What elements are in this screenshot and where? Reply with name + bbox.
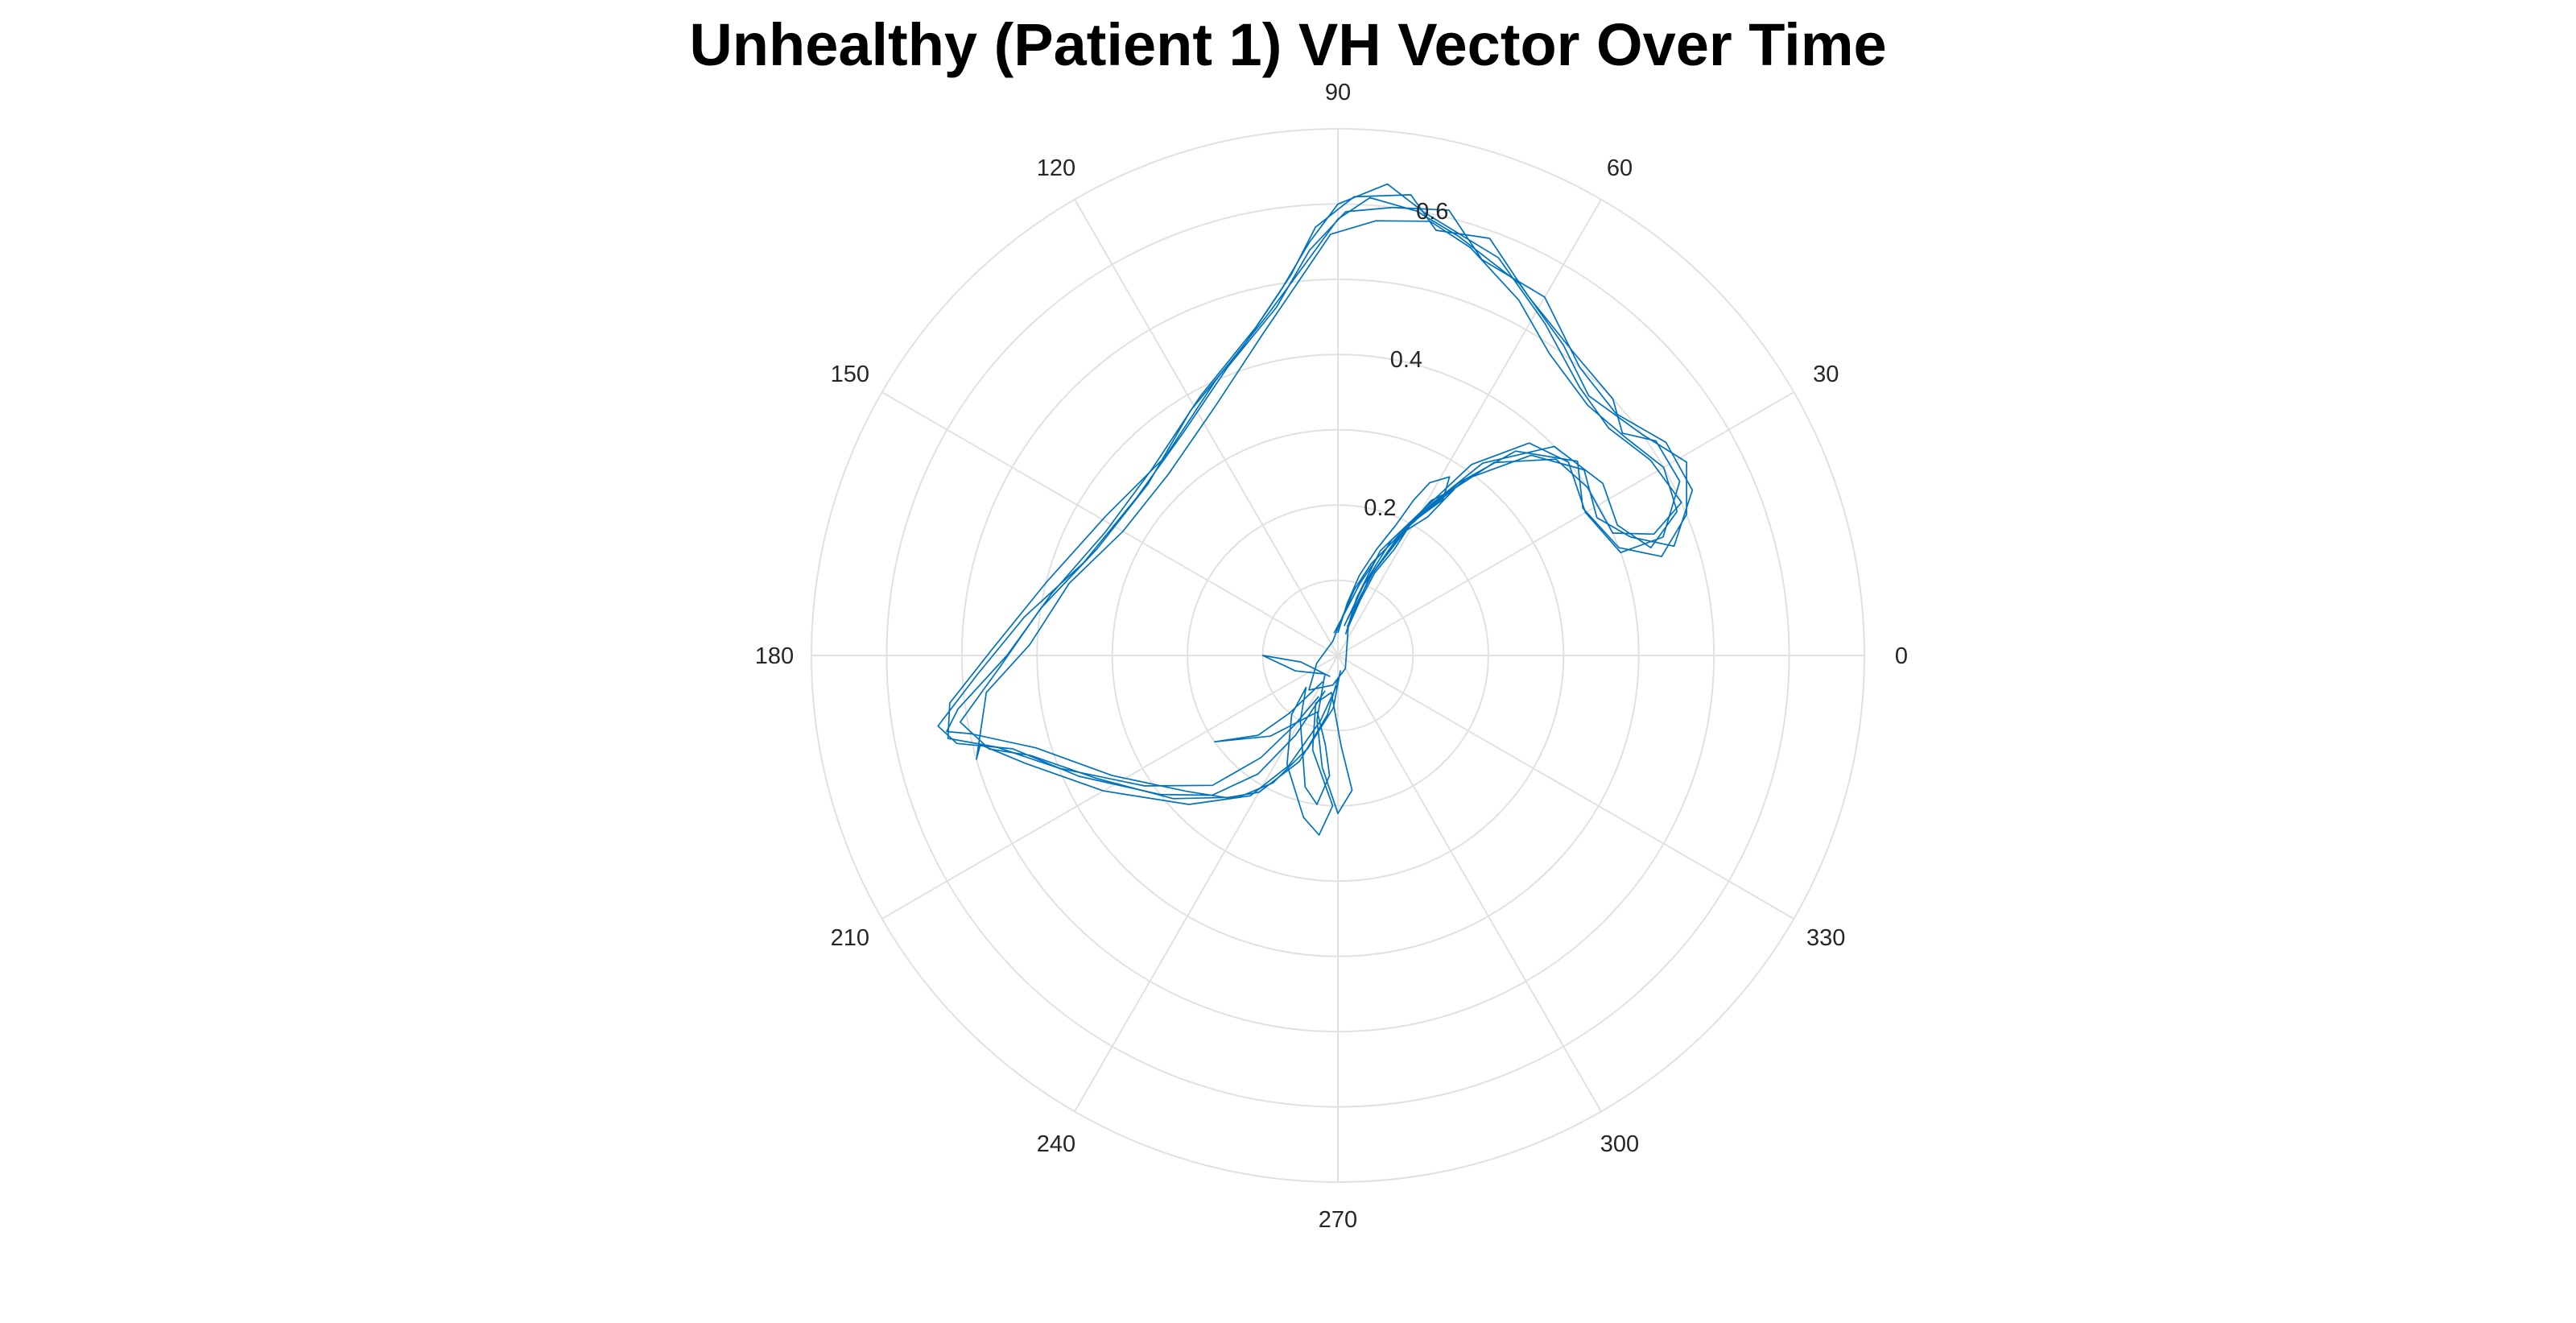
- angle-tick-label: 0: [1895, 643, 1908, 669]
- angle-tick-label: 30: [1813, 362, 1839, 387]
- trace-layer: [937, 183, 1694, 836]
- vh-vector-trace: [959, 183, 1682, 800]
- vh-vector-trace: [946, 194, 1681, 799]
- radius-tick-label: 0.2: [1364, 495, 1396, 521]
- vh-vector-trace: [1308, 476, 1455, 691]
- angular-grid-line: [1337, 655, 1794, 920]
- angle-tick-label: 300: [1600, 1131, 1639, 1157]
- angle-tick-label: 270: [1319, 1207, 1357, 1233]
- angle-tick-label: 150: [831, 362, 869, 387]
- angle-tick-label: 120: [1037, 155, 1075, 181]
- angular-grid-line: [1337, 199, 1602, 656]
- angular-grid-line: [881, 655, 1339, 920]
- polar-grid: [811, 128, 1865, 1183]
- radius-tick-label: 0.6: [1416, 199, 1448, 225]
- angular-grid-line: [881, 391, 1339, 656]
- angular-grid-line: [1074, 655, 1339, 1112]
- vh-vector-trace: [1214, 655, 1353, 836]
- chart-title: Unhealthy (Patient 1) VH Vector Over Tim…: [689, 11, 1887, 78]
- angular-grid-line: [1337, 391, 1794, 656]
- tick-labels: 0 30 60 90 120 150 180 210 240 270 300 330 0.2 0.4 0.6: [755, 80, 1908, 1233]
- angular-grid-line: [1337, 655, 1602, 1112]
- vh-vector-trace: [937, 206, 1694, 796]
- vh-vector-trace: [976, 220, 1678, 805]
- angular-grid-line: [1074, 199, 1339, 656]
- angle-tick-label: 210: [831, 925, 869, 951]
- angle-tick-label: 60: [1607, 155, 1633, 181]
- angle-tick-label: 330: [1806, 925, 1845, 951]
- angle-tick-label: 90: [1325, 80, 1351, 105]
- angle-tick-label: 240: [1037, 1131, 1075, 1157]
- angle-tick-label: 180: [755, 643, 794, 669]
- vh-vector-trace: [947, 196, 1687, 787]
- radius-tick-label: 0.4: [1390, 347, 1422, 373]
